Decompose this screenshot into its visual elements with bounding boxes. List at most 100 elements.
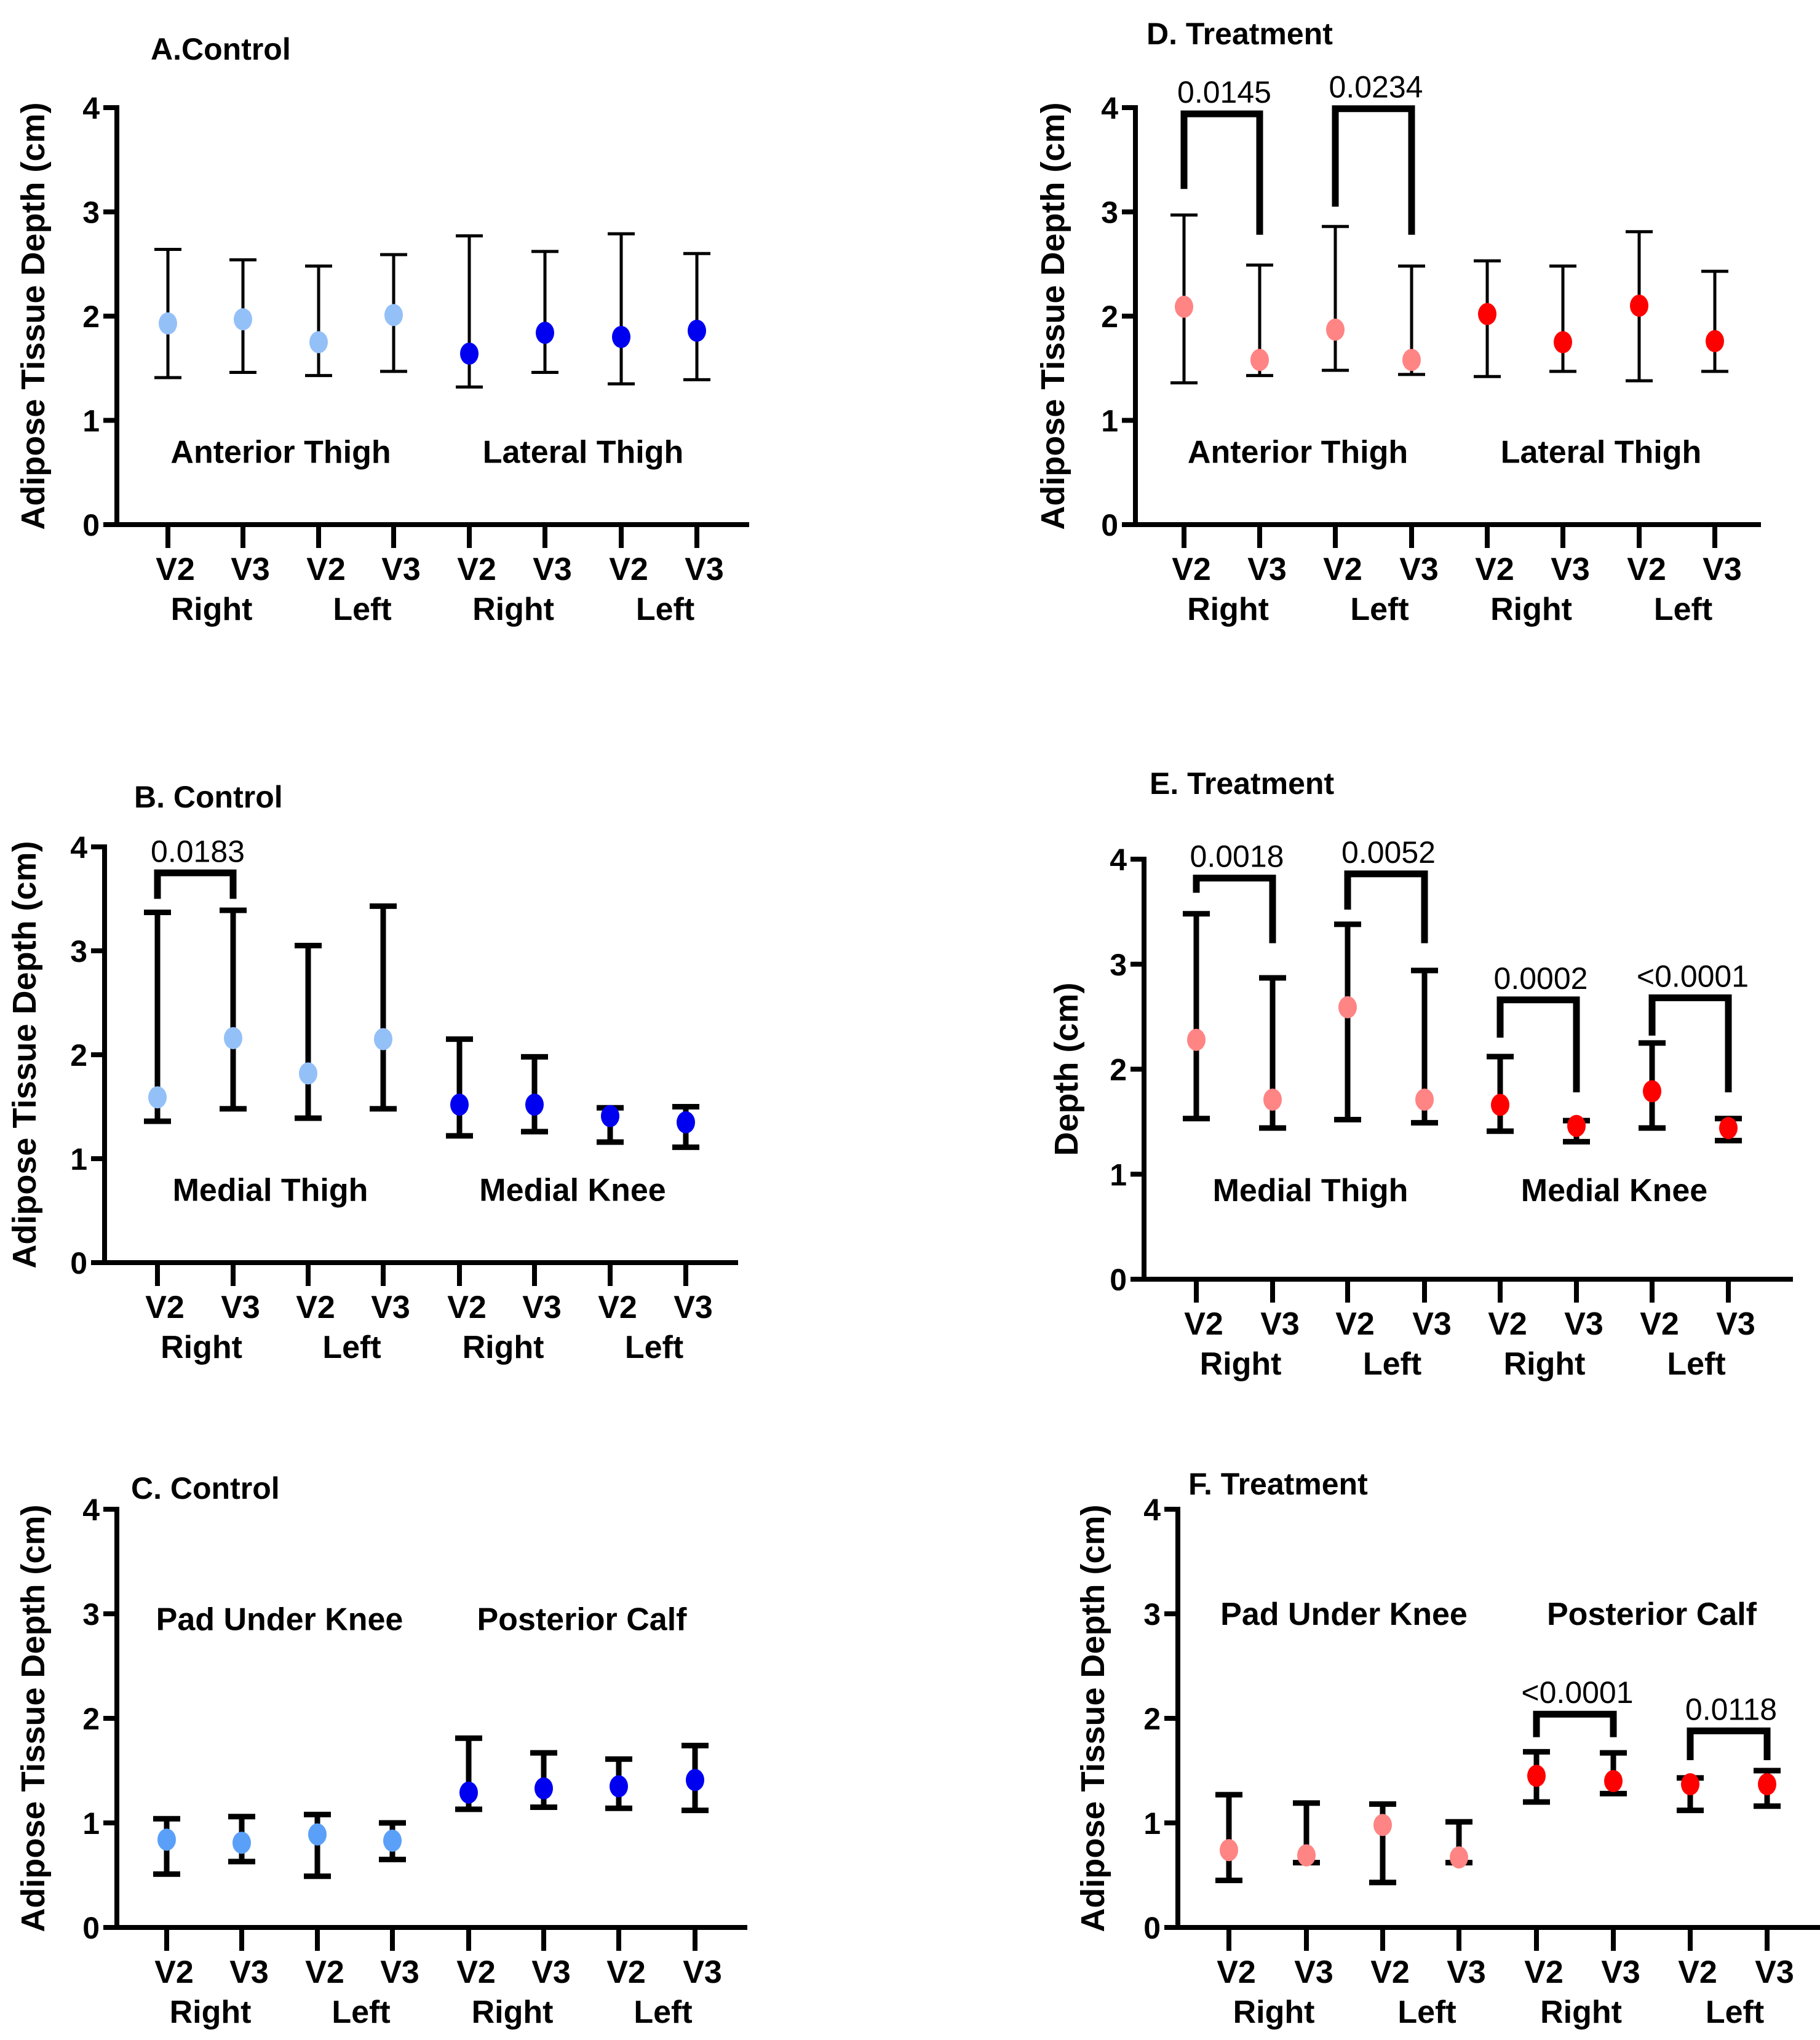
data-point-group: [456, 234, 483, 389]
data-point-group: [295, 943, 322, 1121]
y-tick-label: 3: [70, 934, 87, 969]
panel-b: B. Control 0 1 2 3 4 Adipose Tissue Depth (cm)…: [6, 780, 738, 1365]
x-tick-label: V3: [381, 552, 421, 587]
x-tick-label: V3: [522, 1290, 562, 1325]
mean-point: [1758, 1773, 1776, 1796]
y-tick-label: 1: [82, 404, 100, 439]
panel-e: E. Treatment 0 1 2 3 4 Depth (cm) V2 V3 V2 V3 V2 V3 V…: [1048, 766, 1793, 1382]
mean-point: [308, 1823, 327, 1846]
data-point-group: [220, 907, 247, 1112]
region-label: Pad Under Knee: [156, 1602, 403, 1638]
region-label: Lateral Thigh: [1501, 434, 1701, 470]
x-side-label: Left: [1654, 592, 1712, 627]
x-side-label: Right: [1233, 1994, 1315, 2030]
mean-point: [601, 1105, 619, 1127]
mean-point: [688, 319, 706, 342]
data-point-group: [1715, 1116, 1742, 1144]
panel-title: B. Control: [134, 780, 283, 814]
bracket-line: [1687, 1727, 1771, 1760]
data-point-group: [1322, 224, 1349, 372]
mean-point: [1263, 1089, 1282, 1111]
data-point-group: [530, 1750, 557, 1810]
data-point-group: [154, 248, 181, 379]
x-tick-label: V2: [1678, 1955, 1717, 1990]
significance-bracket: 0.0118: [1685, 1692, 1777, 1760]
y-tick-label: 4: [1110, 843, 1127, 877]
x-side-label: Right: [1200, 1346, 1282, 1382]
data-point-group: [1754, 1768, 1781, 1809]
x-tick-label: V2: [1217, 1955, 1256, 1990]
y-tick-label: 2: [1143, 1702, 1161, 1736]
x-tick-label: V3: [1703, 552, 1742, 587]
significance-bracket: 0.0052: [1341, 835, 1436, 943]
data-point-group: [1183, 911, 1210, 1122]
x-tick-label: V2: [609, 552, 648, 587]
x-side-label: Left: [1706, 1994, 1764, 2030]
data-point-group: [1170, 213, 1198, 384]
mean-point: [157, 1828, 176, 1851]
region-label: Medial Knee: [479, 1173, 666, 1209]
x-tick-label: V2: [1172, 552, 1211, 587]
x-side-label: Left: [322, 1330, 381, 1365]
mean-point: [1402, 349, 1421, 371]
x-tick-label: V2: [456, 1955, 496, 1990]
significance-bracket: 0.0234: [1329, 70, 1423, 235]
x-side-label: Right: [1504, 1346, 1586, 1382]
data-point-group: [228, 1814, 255, 1865]
mean-point: [234, 308, 252, 331]
bracket-line: [1533, 1710, 1617, 1737]
data-point-group: [380, 253, 407, 373]
bracket-line: [1496, 996, 1580, 1093]
mean-point: [1175, 295, 1193, 318]
data-point-group: [153, 1816, 180, 1877]
x-tick-label: V3: [1447, 1955, 1486, 1990]
x-side-label: Left: [332, 1994, 390, 2030]
data-point-group: [1259, 975, 1286, 1131]
y-tick-label: 0: [82, 508, 100, 542]
region-label: Pad Under Knee: [1220, 1597, 1468, 1632]
mean-point: [610, 1775, 628, 1798]
x-tick-label: V2: [1475, 552, 1514, 587]
data-point-group: [370, 903, 397, 1112]
mean-point: [384, 304, 403, 327]
data-point-group: [1626, 230, 1653, 383]
x-tick-label: V3: [683, 1955, 722, 1990]
data-point-group: [683, 252, 710, 381]
y-tick-label: 1: [1101, 404, 1118, 439]
p-value-label: 0.0145: [1177, 75, 1271, 109]
mean-point: [374, 1028, 392, 1050]
p-value-label: 0.0018: [1190, 839, 1284, 874]
panel-title: F. Treatment: [1188, 1467, 1368, 1501]
data-point-group: [672, 1104, 699, 1150]
x-tick-label: V2: [606, 1955, 646, 1990]
data-point-group: [229, 258, 256, 375]
x-tick-label: V2: [1640, 1306, 1679, 1342]
data-point-group: [521, 1054, 548, 1135]
data-point-group: [1398, 264, 1425, 376]
y-tick-label: 0: [1110, 1263, 1127, 1297]
x-tick-label: V2: [1184, 1306, 1223, 1342]
data-point-group: [379, 1820, 406, 1862]
x-tick-label: V3: [221, 1290, 260, 1325]
mean-point: [159, 312, 177, 335]
x-tick-label: V2: [447, 1290, 487, 1325]
y-tick-label: 3: [1143, 1597, 1161, 1632]
mean-point: [677, 1111, 695, 1133]
x-side-label: Left: [634, 1994, 692, 2030]
data-point-group: [1600, 1750, 1627, 1796]
mean-point: [1643, 1080, 1661, 1103]
data-point-group: [605, 1756, 632, 1811]
x-tick-label: V3: [533, 552, 572, 587]
mean-point: [1415, 1089, 1434, 1111]
bracket-line: [1332, 105, 1415, 235]
mean-point: [1187, 1028, 1206, 1051]
significance-bracket: 0.0002: [1494, 961, 1588, 1093]
y-tick-label: 2: [82, 1702, 100, 1736]
y-axis-label: Adipose Tissue Depth (cm): [15, 1504, 52, 1932]
p-value-label: 0.0234: [1329, 70, 1423, 105]
mean-point: [1630, 295, 1648, 317]
mean-point: [1681, 1773, 1699, 1796]
y-tick-label: 1: [1110, 1157, 1127, 1192]
mean-point: [224, 1026, 242, 1049]
